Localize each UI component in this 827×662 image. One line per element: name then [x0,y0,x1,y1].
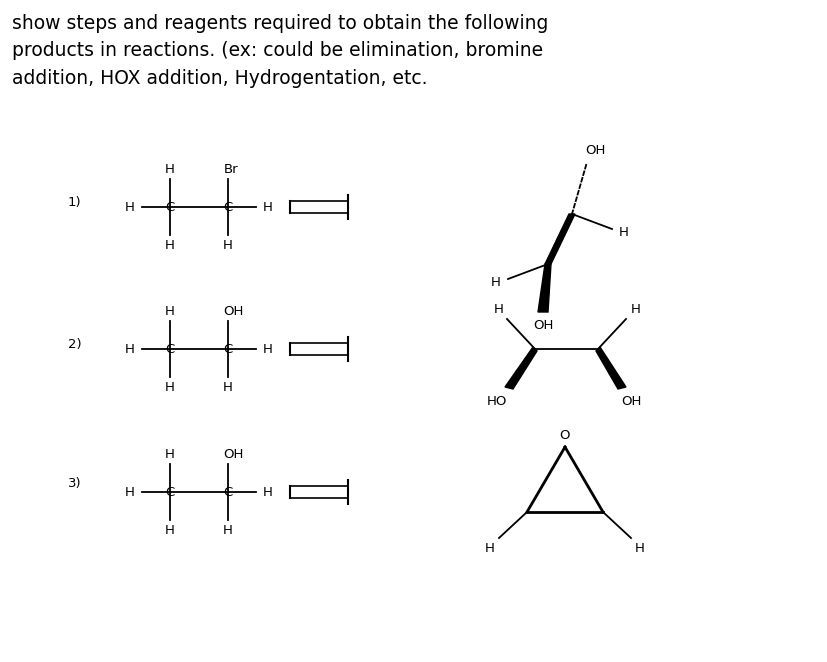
Text: H: H [222,238,232,252]
Text: OH: OH [222,305,243,318]
Text: H: H [165,162,174,175]
Text: C: C [165,485,174,498]
Polygon shape [504,347,537,389]
Text: H: H [165,305,174,318]
Text: OH: OH [532,318,552,332]
Text: C: C [223,485,232,498]
Polygon shape [538,264,550,312]
Text: H: H [165,381,174,393]
Text: C: C [165,201,174,214]
Text: H: H [165,238,174,252]
Text: HO: HO [486,395,507,408]
Text: OH: OH [620,395,640,408]
Text: H: H [165,524,174,536]
Text: 1): 1) [68,195,82,209]
Text: H: H [630,303,640,316]
Text: OH: OH [584,144,605,156]
Text: Br: Br [223,162,238,175]
Text: O: O [559,428,570,442]
Text: H: H [634,542,644,555]
Text: H: H [125,485,135,498]
Text: show steps and reagents required to obtain the following
products in reactions. : show steps and reagents required to obta… [12,14,547,87]
Text: 3): 3) [68,477,82,491]
Text: OH: OH [222,448,243,461]
Text: H: H [165,448,174,461]
Text: H: H [222,524,232,536]
Text: C: C [165,342,174,355]
Text: H: H [494,303,504,316]
Text: H: H [125,201,135,214]
Text: 2): 2) [68,338,82,350]
Text: C: C [223,342,232,355]
Text: H: H [619,226,629,238]
Text: H: H [490,275,500,289]
Text: H: H [263,485,273,498]
Text: C: C [223,201,232,214]
Text: H: H [222,381,232,393]
Text: H: H [263,201,273,214]
Text: H: H [125,342,135,355]
Text: H: H [263,342,273,355]
Polygon shape [595,347,625,389]
Text: H: H [485,542,495,555]
Polygon shape [544,214,574,264]
